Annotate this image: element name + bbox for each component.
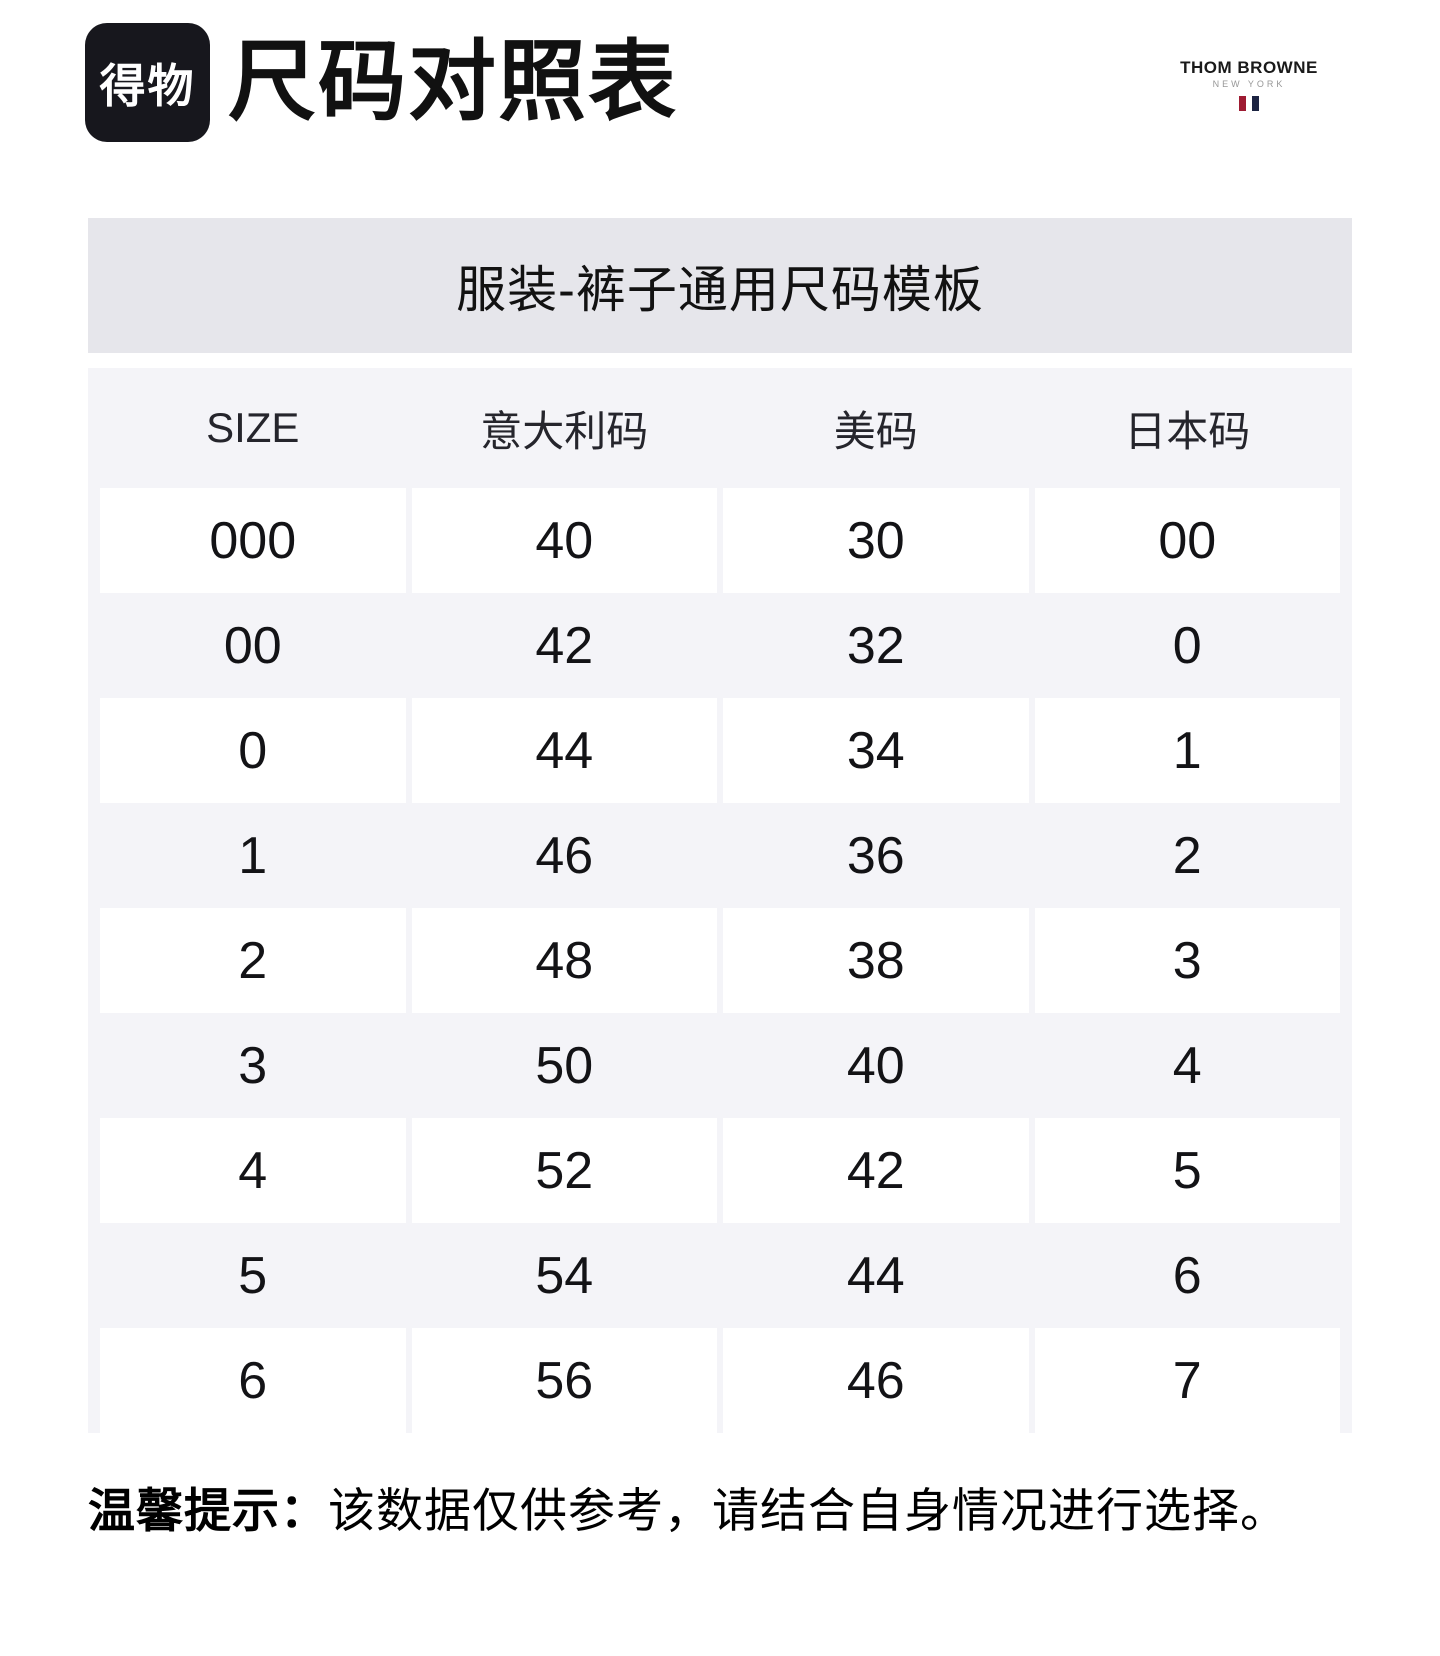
note-label: 温馨提示： [88,1484,328,1537]
table-cell: 6 [100,1328,406,1433]
column-header-us: 美码 [833,407,918,455]
table-row: 5 54 44 6 [88,1223,1352,1328]
table-cell: 56 [411,1328,717,1433]
brand-name: THOM BROWNE [1180,58,1318,77]
size-table-body: 000 40 30 00 00 42 32 0 0 44 34 1 1 46 36 2 2 48 38 3 3 50 40 4… [88,488,1352,1433]
template-banner: 服装-裤子通用尺码模板 [88,218,1352,353]
page-title: 尺码对照表 [228,32,679,131]
table-cell: 1 [1034,698,1340,803]
tb-red-stripe-icon [1239,96,1246,111]
disclaimer-note: 温馨提示：该数据仅供参考，请结合自身情况进行选择。 [88,1472,1288,1541]
table-cell: 00 [223,616,282,675]
table-row: 00 42 32 0 [88,593,1352,698]
table-cell: 3 [1034,908,1340,1013]
table-header-row: SIZE 意大利码 美码 日本码 [88,368,1352,488]
tb-stripes-icon [1239,96,1259,111]
table-cell: 0 [100,698,406,803]
table-row: 000 40 30 00 [88,488,1352,593]
table-cell: 40 [846,1036,905,1095]
thom-browne-logo: THOM BROWNE NEW YORK [1180,58,1317,111]
table-cell: 3 [238,1036,268,1095]
table-cell: 30 [723,488,1029,593]
table-cell: 32 [846,616,905,675]
column-header-italy: 意大利码 [480,407,649,455]
column-header-size: SIZE [206,404,300,451]
table-cell: 44 [846,1246,905,1305]
brand-subtitle: NEW YORK [1212,79,1286,89]
table-cell: 52 [411,1118,717,1223]
table-cell: 4 [1172,1036,1202,1095]
size-table: SIZE 意大利码 美码 日本码 000 40 30 00 00 42 32 0 0 44 34 1 1 46 3… [88,368,1352,1433]
table-cell: 54 [535,1246,594,1305]
table-cell: 2 [100,908,406,1013]
table-cell: 0 [1172,616,1202,675]
table-cell: 000 [100,488,406,593]
table-cell: 46 [535,826,594,885]
table-row: 1 46 36 2 [88,803,1352,908]
table-cell: 42 [723,1118,1029,1223]
table-cell: 50 [535,1036,594,1095]
table-cell: 38 [723,908,1029,1013]
table-cell: 1 [238,826,268,885]
table-cell: 7 [1034,1328,1340,1433]
table-cell: 2 [1172,826,1202,885]
note-text: 该数据仅供参考，请结合自身情况进行选择。 [328,1484,1288,1537]
table-row: 4 52 42 5 [88,1118,1352,1223]
table-cell: 42 [535,616,594,675]
table-cell: 34 [723,698,1029,803]
table-row: 0 44 34 1 [88,698,1352,803]
table-cell: 46 [723,1328,1029,1433]
table-cell: 40 [411,488,717,593]
table-cell: 48 [411,908,717,1013]
table-cell: 4 [100,1118,406,1223]
table-row: 3 50 40 4 [88,1013,1352,1118]
dewu-logo-text: 得物 [99,59,196,112]
column-header-japan: 日本码 [1124,407,1251,455]
table-cell: 00 [1034,488,1340,593]
table-cell: 5 [1034,1118,1340,1223]
table-cell: 5 [238,1246,268,1305]
table-row: 6 56 46 7 [88,1328,1352,1433]
tb-navy-stripe-icon [1252,96,1259,111]
table-cell: 6 [1172,1246,1202,1305]
dewu-logo: 得物 [85,23,210,142]
table-cell: 44 [411,698,717,803]
table-row: 2 48 38 3 [88,908,1352,1013]
table-cell: 36 [846,826,905,885]
